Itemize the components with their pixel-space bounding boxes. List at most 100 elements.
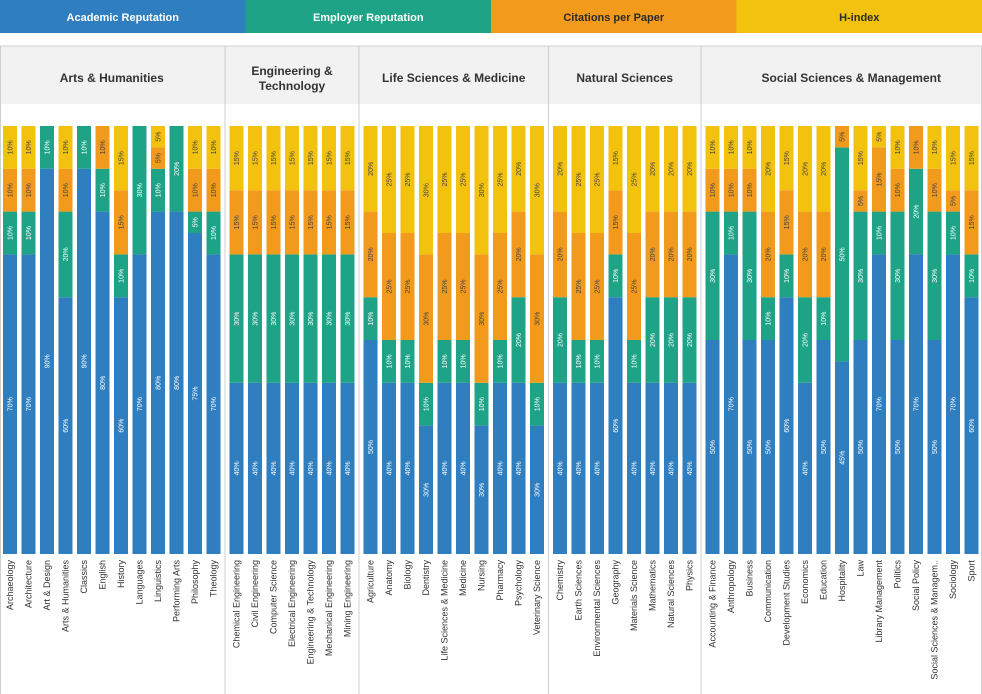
bar-earth-sciences-employer-reputation: [571, 340, 586, 383]
legend-label-citations-per-paper: Citations per Paper: [563, 12, 665, 24]
x-label-classics: Classics: [79, 560, 89, 594]
data-label-sociology-employer-reputation: 10%: [951, 226, 958, 240]
data-label-life-sciences-medicine-employer-reputation: 10%: [442, 354, 449, 368]
data-label-mathematics-employer-reputation: 20%: [650, 333, 657, 347]
bar-anthropology-employer-reputation: [724, 211, 738, 255]
bar-library-management-academic-reputation: [872, 254, 886, 554]
bar-sociology-employer-reputation: [946, 211, 960, 255]
data-label-english-employer-reputation: 10%: [100, 183, 107, 197]
bar-pharmacy-h-index: [493, 126, 507, 233]
x-label-performing-arts: Performing Arts: [172, 560, 182, 623]
data-label-civil-engineering-h-index: 15%: [253, 151, 260, 165]
x-label-education: Education: [819, 560, 829, 600]
data-label-sociology-citations-per-paper: 5%: [951, 196, 958, 206]
data-label-economics-h-index: 20%: [803, 162, 810, 176]
data-label-architecture-citations-per-paper: 10%: [26, 183, 33, 197]
bar-education-citations-per-paper: [816, 211, 831, 298]
bar-geography-academic-reputation: [608, 297, 623, 554]
bar-linguistics-citations-per-paper: [151, 147, 165, 169]
data-label-accounting-finance-employer-reputation: 30%: [710, 269, 717, 283]
data-label-anthropology-academic-reputation: 70%: [729, 397, 736, 411]
data-label-electrical-engineering-h-index: 15%: [290, 151, 297, 165]
x-label-economics: Economics: [800, 560, 810, 605]
data-label-environmental-sciences-citations-per-paper: 25%: [595, 279, 602, 293]
data-label-hospitality-employer-reputation: 50%: [840, 247, 847, 261]
bar-philosophy-citations-per-paper: [188, 168, 202, 212]
legend-swatch-citations-per-paper: [491, 0, 737, 33]
data-label-chemical-engineering-h-index: 15%: [234, 151, 241, 165]
bar-dentistry-citations-per-paper: [419, 254, 433, 383]
bar-agriculture-academic-reputation: [363, 340, 378, 554]
x-label-anatomy: Anatomy: [384, 560, 394, 596]
data-label-materials-science-citations-per-paper: 25%: [632, 279, 639, 293]
data-label-mining-engineering-academic-reputation: 40%: [345, 461, 352, 475]
bar-economics-citations-per-paper: [798, 211, 812, 298]
data-label-agriculture-academic-reputation: 50%: [368, 440, 375, 454]
data-label-architecture-employer-reputation: 10%: [26, 226, 33, 240]
x-label-social-policy: Social Policy: [911, 560, 921, 612]
x-label-computer-science: Computer Science: [269, 560, 279, 634]
data-label-agriculture-citations-per-paper: 20%: [368, 247, 375, 261]
x-label-history: History: [116, 560, 126, 589]
bar-sport-employer-reputation: [964, 254, 979, 298]
data-label-classics-academic-reputation: 90%: [82, 354, 89, 368]
bar-linguistics-h-index: [151, 126, 165, 148]
bar-anthropology-h-index: [724, 126, 738, 169]
data-label-chemical-engineering-citations-per-paper: 15%: [234, 215, 241, 229]
bar-business-academic-reputation: [742, 340, 757, 554]
data-label-theology-academic-reputation: 70%: [211, 397, 218, 411]
x-label-natural-sciences: Natural Sciences: [666, 560, 676, 629]
data-label-geography-employer-reputation: 10%: [613, 269, 620, 283]
data-label-chemistry-academic-reputation: 40%: [558, 461, 565, 475]
x-label-mechanical-engineering: Mechanical Engineering: [324, 560, 334, 656]
data-label-communication-citations-per-paper: 20%: [766, 247, 773, 261]
bar-earth-sciences-h-index: [571, 126, 586, 233]
x-label-mining-engineering: Mining Engineering: [343, 560, 353, 637]
data-label-geography-citations-per-paper: 15%: [613, 215, 620, 229]
bar-pharmacy-employer-reputation: [493, 340, 507, 383]
x-label-geography: Geography: [611, 560, 621, 605]
data-label-business-citations-per-paper: 10%: [747, 183, 754, 197]
bar-psychology-citations-per-paper: [511, 211, 526, 298]
data-label-linguistics-h-index: 5%: [156, 132, 163, 142]
x-label-nursing: Nursing: [477, 560, 487, 591]
bar-accounting-finance-citations-per-paper: [705, 168, 720, 212]
data-label-philosophy-citations-per-paper: 10%: [193, 183, 200, 197]
data-label-english-academic-reputation: 80%: [100, 376, 107, 390]
legend-label-academic-reputation: Academic Reputation: [67, 12, 180, 24]
group-header-engineering-technology: Engineering & Technology: [251, 64, 333, 93]
bar-environmental-sciences-citations-per-paper: [590, 233, 604, 340]
bar-politics-employer-reputation: [890, 211, 905, 340]
data-label-philosophy-academic-reputation: 75%: [193, 386, 200, 400]
legend: Academic Reputation Employer Reputation Ci…: [0, 0, 982, 33]
x-label-linguistics: Linguistics: [153, 560, 163, 603]
bar-sociology-h-index: [946, 126, 960, 191]
data-label-accounting-finance-citations-per-paper: 10%: [710, 183, 717, 197]
bar-nursing-h-index: [474, 126, 489, 255]
bar-architecture-academic-reputation: [21, 254, 36, 554]
bar-materials-science-citations-per-paper: [627, 233, 641, 340]
data-label-business-employer-reputation: 30%: [747, 269, 754, 283]
bar-art-design-employer-reputation: [40, 126, 54, 169]
data-label-chemistry-h-index: 20%: [558, 162, 565, 176]
header-band: [0, 46, 982, 104]
data-label-philosophy-h-index: 10%: [193, 140, 200, 154]
x-label-pharmacy: Pharmacy: [495, 560, 505, 601]
bar-materials-science-employer-reputation: [627, 340, 641, 383]
x-label-architecture: Architecture: [24, 560, 34, 608]
data-label-engineering-technology-employer-reputation: 30%: [308, 312, 315, 326]
x-label-hospitality: Hospitality: [837, 560, 847, 602]
bar-performing-arts-academic-reputation: [169, 211, 184, 554]
data-label-development-studies-employer-reputation: 10%: [784, 269, 791, 283]
data-label-social-policy-employer-reputation: 20%: [914, 205, 921, 219]
x-label-business: Business: [745, 560, 755, 597]
x-label-physics: Physics: [685, 560, 695, 592]
data-label-chemistry-citations-per-paper: 20%: [558, 247, 565, 261]
data-label-sport-employer-reputation: 10%: [969, 269, 976, 283]
data-label-social-sciences-managem-citations-per-paper: 10%: [932, 183, 939, 197]
data-label-earth-sciences-h-index: 25%: [576, 172, 583, 186]
bar-psychology-employer-reputation: [511, 297, 526, 383]
data-label-architecture-h-index: 10%: [26, 140, 33, 154]
x-label-sociology: Sociology: [948, 560, 958, 600]
bar-social-policy-academic-reputation: [909, 254, 923, 554]
